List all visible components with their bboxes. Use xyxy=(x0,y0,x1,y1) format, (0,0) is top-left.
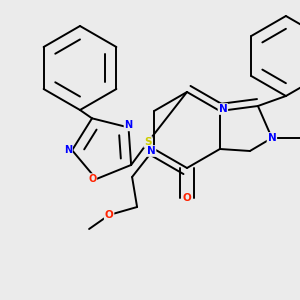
Text: N: N xyxy=(268,133,276,143)
Text: N: N xyxy=(64,145,72,155)
Text: N: N xyxy=(124,120,133,130)
Text: N: N xyxy=(147,146,155,156)
Text: S: S xyxy=(144,137,152,147)
Text: O: O xyxy=(183,193,191,203)
Text: O: O xyxy=(105,210,113,220)
Text: N: N xyxy=(218,104,227,114)
Text: O: O xyxy=(88,174,96,184)
